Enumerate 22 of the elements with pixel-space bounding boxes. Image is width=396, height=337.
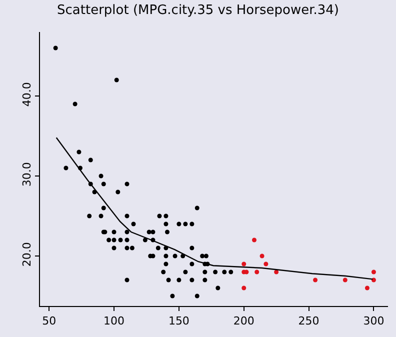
- x-tick-label: 250: [298, 314, 320, 328]
- point: [242, 262, 246, 266]
- point: [264, 262, 268, 266]
- point: [371, 278, 376, 282]
- point: [364, 286, 370, 290]
- x-tick-label: 50: [42, 314, 56, 328]
- point: [260, 254, 264, 258]
- chart-title: Scatterplot (MPG.city.35 vs Horsepower.34): [57, 3, 339, 18]
- point: [254, 270, 260, 274]
- x-tick-label: 100: [104, 314, 125, 328]
- point: [313, 278, 318, 282]
- x-tick-label: 150: [168, 314, 190, 328]
- x-tick-label: 200: [233, 314, 254, 328]
- y-tick-label: 40.0: [20, 82, 34, 107]
- x-tick-label: 300: [363, 314, 384, 328]
- point: [252, 238, 256, 242]
- point: [274, 270, 279, 274]
- point: [342, 278, 348, 282]
- point: [371, 270, 376, 274]
- y-tick-label: 20.0: [20, 242, 34, 267]
- point: [242, 286, 246, 290]
- y-tick-label: 30.0: [20, 162, 34, 187]
